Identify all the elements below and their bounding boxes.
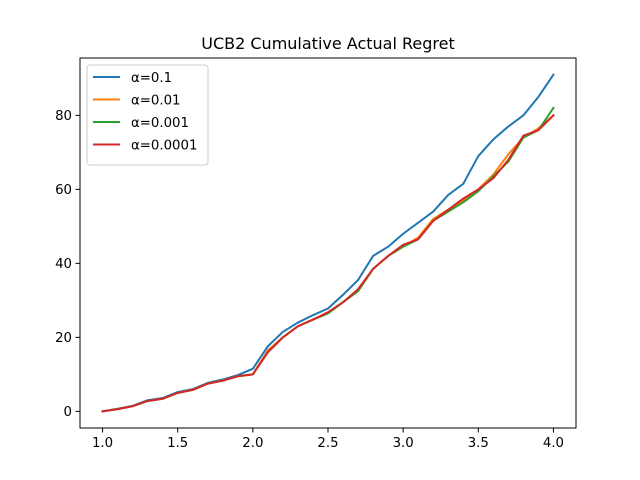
series-lines <box>101 73 555 413</box>
legend: α=0.1 α=0.01 α=0.001 α=0.0001 <box>86 64 209 166</box>
legend-label: α=0.0001 <box>131 138 197 153</box>
y-axis: 0 20 40 60 80 <box>55 109 80 420</box>
x-tick-label: 3.5 <box>468 436 489 451</box>
x-tick-label: 3.0 <box>393 436 414 451</box>
x-tick-label: 2.0 <box>242 436 263 451</box>
x-tick-label: 1.0 <box>92 436 113 451</box>
x-tick-label: 2.5 <box>317 436 338 451</box>
legend-box <box>86 64 209 166</box>
series-line-4 <box>101 113 555 413</box>
chart-title: UCB2 Cumulative Actual Regret <box>201 34 454 53</box>
y-tick-label: 20 <box>55 331 72 346</box>
x-tick-label: 1.5 <box>167 436 188 451</box>
legend-label: α=0.001 <box>131 116 189 131</box>
y-tick-label: 80 <box>55 109 72 124</box>
y-tick-label: 60 <box>55 183 72 198</box>
y-tick-label: 0 <box>64 405 72 420</box>
x-axis: 1.0 1.5 2.0 2.5 3.0 3.5 4.0 <box>92 428 564 451</box>
legend-label: α=0.01 <box>131 93 181 108</box>
legend-label: α=0.1 <box>131 71 172 86</box>
y-tick-label: 40 <box>55 257 72 272</box>
x-tick-label: 4.0 <box>543 436 564 451</box>
